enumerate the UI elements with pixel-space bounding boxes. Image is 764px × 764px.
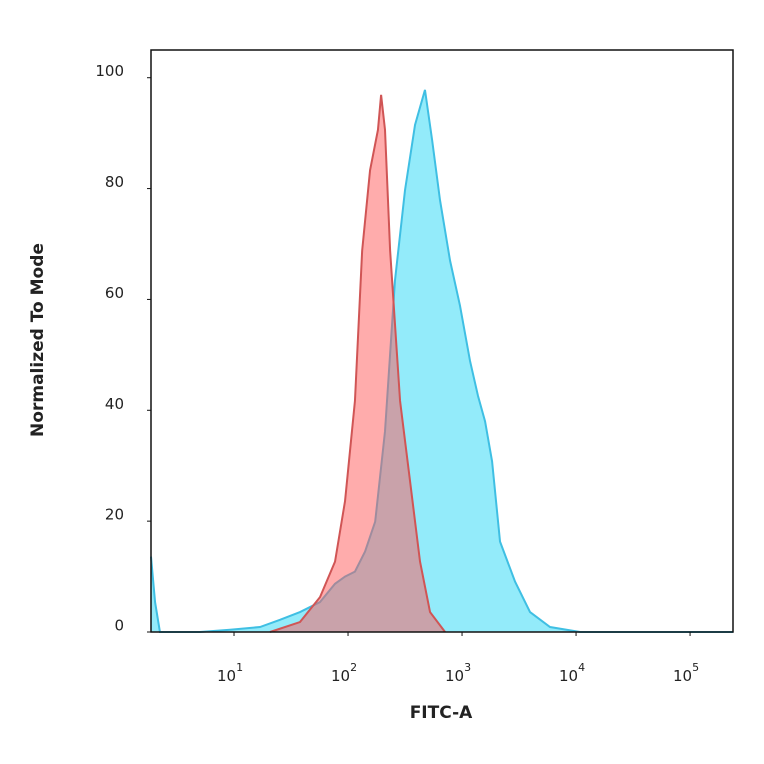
histogram-line [269, 94, 446, 633]
x-tick-base: 10 [331, 667, 350, 685]
histogram-area [151, 89, 733, 632]
x-tick-exponent: 2 [350, 661, 357, 674]
x-tick-exponent: 4 [578, 661, 585, 674]
plot-frame [150, 49, 734, 633]
y-tick-label: 80 [105, 173, 124, 191]
x-tick-base: 10 [217, 667, 236, 685]
x-tick-label: 101 [217, 661, 243, 685]
histogram-line [150, 89, 733, 633]
x-tick-base: 10 [559, 667, 578, 685]
y-tick-label: 0 [114, 617, 124, 635]
x-tick-label: 103 [445, 661, 471, 685]
x-tick-label: 105 [673, 661, 699, 685]
x-tick-base: 10 [445, 667, 464, 685]
x-axis-title: FITC-A [410, 703, 473, 723]
y-tick-label: 100 [95, 62, 124, 80]
x-tick-label: 104 [559, 661, 585, 685]
x-tick-exponent: 1 [236, 661, 243, 674]
x-tick-base: 10 [673, 667, 692, 685]
y-tick-label: 40 [105, 395, 124, 413]
x-tick-exponent: 3 [464, 661, 471, 674]
x-tick-label: 102 [331, 661, 357, 685]
x-tick-exponent: 5 [692, 661, 699, 674]
y-tick-label: 20 [105, 506, 124, 524]
y-tick-label: 60 [105, 284, 124, 302]
y-axis-title: Normalized To Mode [28, 243, 48, 437]
